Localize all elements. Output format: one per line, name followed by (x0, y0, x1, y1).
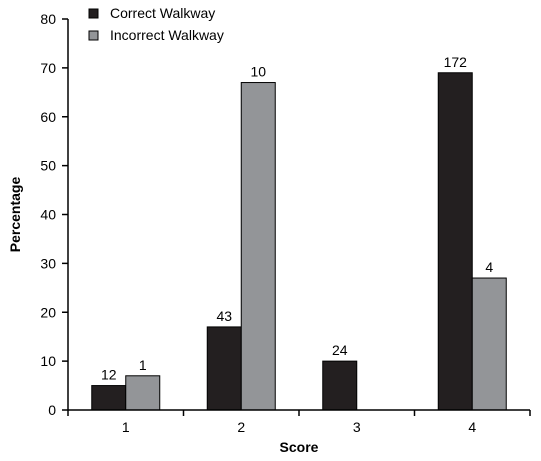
x-axis-title: Score (280, 439, 319, 455)
bar (437, 72, 473, 411)
y-axis-title: Percentage (7, 177, 23, 253)
bar (125, 375, 161, 411)
bar-data-label: 24 (332, 342, 348, 358)
bar-data-label: 43 (216, 308, 232, 324)
bar-data-label: 172 (444, 54, 468, 70)
y-tick-label: 10 (40, 353, 56, 369)
y-tick-label: 40 (40, 207, 56, 223)
y-tick-label: 20 (40, 304, 56, 320)
y-axis-ticks: 0 10 20 30 40 50 60 70 80 (40, 11, 68, 418)
y-tick-label: 30 (40, 255, 56, 271)
y-tick-label: 60 (40, 109, 56, 125)
bar (91, 385, 127, 411)
x-tick-label: 3 (353, 419, 361, 435)
y-tick-label: 70 (40, 60, 56, 76)
x-tick-label: 4 (468, 419, 476, 435)
bar-data-label: 1 (139, 357, 147, 373)
bar (322, 360, 358, 411)
legend-swatch (88, 30, 99, 41)
legend-label: Incorrect Walkway (110, 27, 224, 43)
x-axis-ticks: 1 2 3 4 (67, 410, 531, 435)
legend-swatch (88, 8, 99, 19)
plot-area: 12 1 43 10 24 172 4 (91, 54, 507, 411)
x-tick-label: 2 (237, 419, 245, 435)
bar-data-label: 10 (250, 64, 266, 80)
y-tick-label: 0 (48, 402, 56, 418)
legend: Correct Walkway Incorrect Walkway (88, 5, 224, 43)
bar (206, 326, 242, 411)
y-tick-label: 50 (40, 158, 56, 174)
bar (471, 277, 507, 411)
y-tick-label: 80 (40, 11, 56, 27)
bar (240, 82, 276, 411)
legend-label: Correct Walkway (110, 5, 215, 21)
bar-data-label: 4 (485, 259, 493, 275)
x-tick-label: 1 (122, 419, 130, 435)
bar-data-label: 12 (101, 367, 117, 383)
